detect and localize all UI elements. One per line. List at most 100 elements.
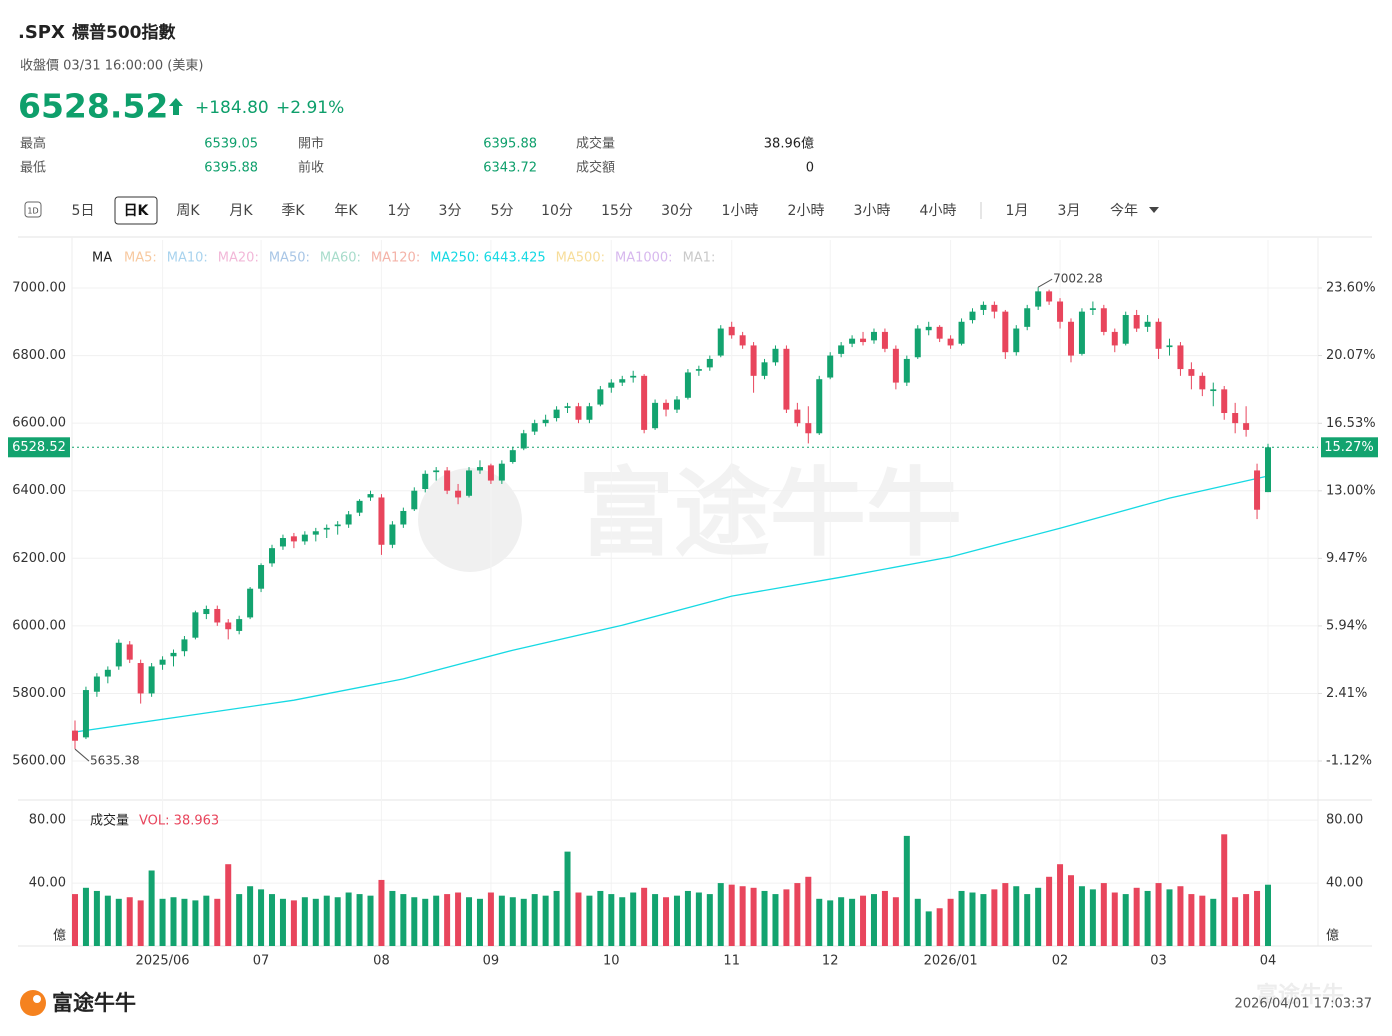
tab[interactable]: 年K [334,203,358,219]
volume-bar [1210,898,1217,946]
candle-body [1057,301,1064,322]
x-tick-label: 03 [1150,954,1167,969]
candle-body [1144,321,1151,327]
dropdown-caret[interactable] [1149,207,1159,213]
candle-body [115,642,122,667]
brand-logo-eye [33,995,41,1003]
volume-bar [663,897,670,946]
tab[interactable]: 15分 [601,203,633,219]
volume-bar [72,894,78,946]
last-price-tag [8,437,70,458]
y2-tick-label: -1.12% [1326,754,1372,769]
candle-body [586,406,593,420]
stat-label: 成交量 [576,136,615,152]
annotation-leader [74,748,90,762]
x-tick-label: 09 [483,954,500,969]
tab[interactable]: 4小時 [920,203,957,219]
y-tick-label: 6800.00 [12,348,66,363]
candle-body [1122,315,1129,344]
volume-bar [258,889,265,946]
candle-body [750,345,757,376]
candle-body [192,612,199,638]
tab[interactable]: 季K [281,203,305,219]
tab[interactable]: 周K [176,203,200,219]
stat-label: 最低 [20,161,46,176]
tab[interactable]: 30分 [661,203,693,219]
volume-bar [367,895,374,946]
tab[interactable]: 月K [229,203,253,219]
volume-bar [137,900,144,946]
up-arrow [169,98,183,115]
candle-body [630,375,637,378]
candle-body [312,531,319,535]
volume-bar [1024,894,1031,946]
y2-tick-label: 20.07% [1326,348,1376,363]
candle-body [597,389,604,405]
volume-bar [1243,894,1250,946]
candle-body [323,527,330,530]
volume-bar [684,890,691,946]
volume-title: 成交量 [90,813,129,829]
ma-legend-item: MA120: [371,251,420,266]
volume-bar [345,892,352,946]
volume-bar [969,892,976,946]
stat-value: 38.96億 [764,136,814,152]
tab[interactable]: 1D [27,207,38,216]
y-tick-label: 6200.00 [12,551,66,566]
annotation: 7002.28 [1053,272,1103,286]
candle-body [1035,291,1042,307]
stat-value: 6395.88 [483,137,537,152]
candle-body [389,524,396,545]
tab-icon[interactable] [24,201,42,218]
candle-body [969,311,976,321]
tab[interactable]: 2小時 [788,203,825,219]
tab[interactable]: 1分 [388,203,411,219]
volume-bar [783,889,790,946]
volume-bar [860,895,867,946]
volume-bar [1265,884,1271,946]
volume-bar [641,887,648,946]
tab-active[interactable] [114,196,158,225]
volume-bar [466,897,473,946]
stat-label: 成交額 [576,160,615,176]
candle-body [870,331,877,341]
ma-legend-item: MA60: [320,251,361,266]
volume-bar [323,895,330,946]
candle-body [378,497,385,545]
ma-legend-item: MA250: 6443.425 [430,251,545,266]
candle-body [619,379,626,383]
candle-body [641,375,648,430]
brand: 富途牛牛 [52,991,136,1015]
tab[interactable]: 5日 [72,203,95,219]
ma-legend-item: MA1: [683,251,716,266]
volume-bar [203,895,210,946]
volume-bar [1002,883,1009,946]
y-tick-label: 6000.00 [12,618,66,633]
volume-bar [728,884,735,946]
candle-body [247,588,254,618]
candle-body [575,406,582,420]
tab[interactable]: 1月 [1006,203,1029,219]
volume-bar [1089,889,1096,946]
volume-bar [509,897,516,946]
candle-body [1046,291,1053,302]
tab[interactable]: 日K [124,203,150,219]
volume-bar [553,890,560,946]
volume-bar [520,898,527,946]
volume-bar [958,890,965,946]
tab[interactable]: 今年 [1110,203,1138,219]
tab[interactable]: 1小時 [722,203,759,219]
x-tick-label: 12 [822,954,839,969]
volume-bar [597,890,604,946]
y2-tick-label: 5.94% [1326,618,1367,633]
tab[interactable]: 3月 [1058,203,1081,219]
volume-bar [1057,864,1064,946]
volume-bar [1035,887,1042,946]
tab[interactable]: 3小時 [854,203,891,219]
tab[interactable]: 10分 [541,203,573,219]
tab[interactable]: 5分 [491,203,514,219]
tab[interactable]: 3分 [439,203,462,219]
stat-label: 前收 [298,160,324,176]
index-name: 標普500指數 [72,22,176,43]
